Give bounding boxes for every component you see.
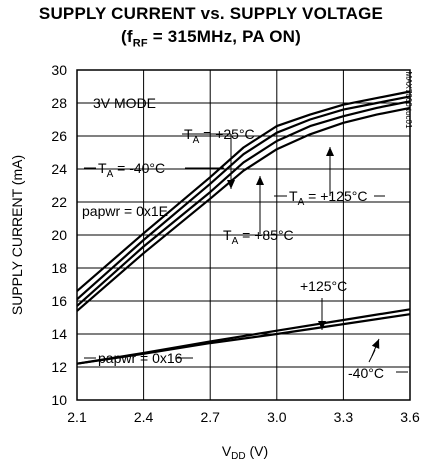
y-tick-label: 10 bbox=[51, 392, 67, 408]
label-tam40: TA = -40°C bbox=[98, 160, 165, 180]
label-papwr-hi: papwr = 0x1E bbox=[82, 203, 168, 219]
series-line-40C-lo bbox=[76, 313, 411, 365]
y-tick-label: 22 bbox=[51, 194, 67, 210]
ta-subscript: A bbox=[298, 197, 305, 208]
label-papwr-lo: papwr = 0x16 bbox=[98, 350, 183, 366]
y-tick-label: 26 bbox=[51, 128, 67, 144]
label-ta25: TA = +25°C bbox=[184, 126, 255, 146]
ta-symbol: T bbox=[223, 227, 232, 243]
grid bbox=[77, 70, 410, 400]
ta-value: = +125°C bbox=[304, 188, 367, 204]
series-line-85C-hi bbox=[76, 100, 411, 307]
ta-subscript: A bbox=[232, 236, 239, 247]
y-tick-label: 20 bbox=[51, 227, 67, 243]
y-tick-label: 12 bbox=[51, 359, 67, 375]
y-tick-label: 14 bbox=[51, 326, 67, 342]
y-tick-label: 16 bbox=[51, 293, 67, 309]
x-tick-label: 2.1 bbox=[67, 409, 87, 425]
ta-value: = -40°C bbox=[113, 160, 165, 176]
y-axis-label: SUPPLY CURRENT (mA) bbox=[9, 155, 25, 315]
series-line-25C-hi bbox=[76, 95, 411, 301]
x-label-main: V bbox=[222, 443, 232, 459]
ta-symbol: T bbox=[289, 188, 298, 204]
series-line-125C-hi bbox=[76, 106, 411, 312]
ta-value: = +85°C bbox=[238, 227, 293, 243]
series-lines bbox=[76, 90, 411, 365]
ta25-arrow-head bbox=[227, 180, 235, 189]
y-tick-label: 30 bbox=[51, 62, 67, 78]
x-label-sub: DD bbox=[231, 451, 245, 462]
label-ta85: TA = +85°C bbox=[223, 227, 294, 247]
label-ta125: TA = +125°C bbox=[289, 188, 367, 208]
chart-subtitle: (fRF = 315MHz, PA ON) bbox=[0, 27, 422, 49]
mode-label: 3V MODE bbox=[93, 95, 156, 111]
y-tick-label: 24 bbox=[51, 161, 67, 177]
x-tick-label: 2.7 bbox=[200, 409, 220, 425]
plot-border bbox=[76, 69, 411, 401]
label-lom40: -40°C bbox=[348, 365, 384, 381]
lom40-arrow-head bbox=[371, 339, 380, 349]
ta-symbol: T bbox=[98, 160, 107, 176]
tick-labels: 2.1 2.4 2.7 3.0 3.3 3.6 10 12 14 16 18 20 22 24 26 28 30 bbox=[51, 62, 420, 425]
subtitle-subscript: RF bbox=[132, 37, 148, 50]
series-line-40C-hi bbox=[76, 90, 411, 292]
ta-subscript: A bbox=[107, 169, 114, 180]
chart-title: SUPPLY CURRENT vs. SUPPLY VOLTAGE bbox=[38, 4, 384, 23]
x-axis-label: VDD (V) bbox=[222, 443, 268, 462]
plot-frame bbox=[76, 69, 411, 401]
subtitle-prefix: (f bbox=[121, 27, 133, 46]
ta85-arrow-head bbox=[256, 176, 264, 185]
x-tick-label: 3.0 bbox=[267, 409, 287, 425]
x-tick-label: 3.6 bbox=[400, 409, 420, 425]
subtitle-suffix: = 315MHz, PA ON) bbox=[147, 27, 301, 46]
x-tick-label: 3.3 bbox=[334, 409, 354, 425]
y-tick-label: 28 bbox=[51, 95, 67, 111]
ta-subscript: A bbox=[193, 135, 200, 146]
y-tick-label: 18 bbox=[51, 260, 67, 276]
x-label-unit: (V) bbox=[246, 443, 269, 459]
lo125-arrow-head bbox=[318, 321, 326, 330]
label-lo125: +125°C bbox=[300, 278, 347, 294]
x-tick-label: 2.4 bbox=[134, 409, 154, 425]
watermark-label: MAX7060 toc01 bbox=[404, 72, 413, 129]
ta125-arrow-head bbox=[326, 147, 334, 156]
